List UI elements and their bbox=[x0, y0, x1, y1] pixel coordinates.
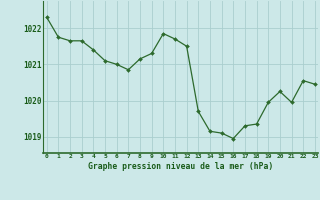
X-axis label: Graphe pression niveau de la mer (hPa): Graphe pression niveau de la mer (hPa) bbox=[88, 162, 273, 171]
